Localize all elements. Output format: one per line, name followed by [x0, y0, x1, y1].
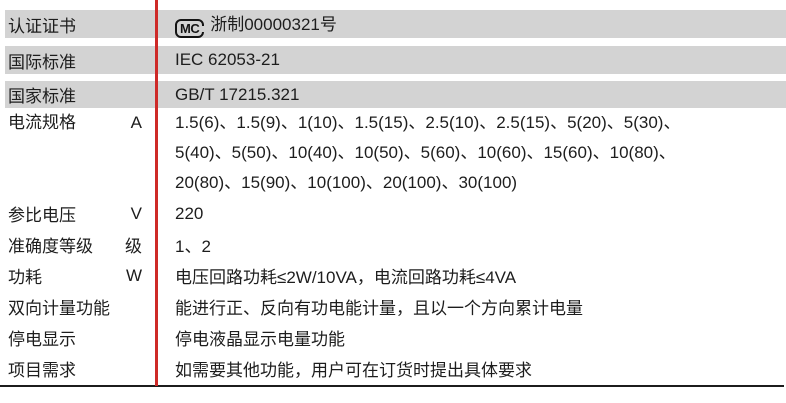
row-content: 220: [175, 203, 204, 223]
table-row: 项目需求 如需要其他功能，用户可在订货时提出具体要求: [0, 353, 786, 384]
table-row: 国家标准 GB/T 17215.321: [0, 81, 786, 108]
row-label: 项目需求: [8, 361, 76, 380]
column-divider-line: [155, 0, 158, 386]
table-rows: 认证证书 MC 浙制00000321号 国际标准 IEC 62053-21 国家标…: [0, 10, 786, 384]
current-spec-line: 1.5(6)、1.5(9)、1(10)、1.5(15)、2.5(10)、2.5(…: [175, 113, 681, 132]
row-content: 停电液晶显示电量功能: [175, 330, 345, 349]
row-content: 如需要其他功能，用户可在订货时提出具体要求: [175, 361, 532, 380]
row-content: 1.5(6)、1.5(9)、1(10)、1.5(15)、2.5(10)、2.5(…: [155, 108, 786, 198]
table-row: 停电显示 停电液晶显示电量功能: [0, 322, 786, 353]
table-row: 电流规格 A 1.5(6)、1.5(9)、1(10)、1.5(15)、2.5(1…: [0, 108, 786, 198]
table-row: 准确度等级 级 1、2: [0, 229, 786, 260]
table-row: 功耗 W 电压回路功耗≤2W/10VA，电流回路功耗≤4VA: [0, 260, 786, 291]
row-content: IEC 62053-21: [175, 50, 280, 69]
row-content: 1、2: [175, 237, 211, 256]
row-label: 双向计量功能: [8, 299, 110, 318]
row-label: 参比电压: [8, 206, 76, 225]
row-label: 电流规格: [8, 113, 76, 132]
row-label: 国际标准: [8, 52, 76, 72]
row-label: 停电显示: [8, 330, 76, 349]
row-unit: 级: [125, 237, 142, 256]
current-spec-line: 20(80)、15(90)、10(100)、20(100)、30(100): [175, 173, 518, 192]
mc-metrology-mark-icon: MC: [175, 19, 205, 38]
row-label: 功耗: [8, 268, 42, 287]
table-row: 参比电压 V 220: [0, 198, 786, 229]
row-unit: A: [130, 113, 142, 132]
row-unit: V: [130, 203, 142, 223]
row-label: 国家标准: [8, 87, 76, 106]
row-unit: W: [125, 265, 142, 285]
row-content: 电压回路功耗≤2W/10VA，电流回路功耗≤4VA: [175, 268, 517, 287]
table-row: 国际标准 IEC 62053-21: [0, 46, 786, 74]
current-spec-line: 5(40)、5(50)、10(40)、10(50)、5(60)、10(60)、1…: [175, 143, 676, 162]
row-content: GB/T 17215.321: [175, 84, 300, 104]
table-row: 双向计量功能 能进行正、反向有功电能计量，且以一个方向累计电量: [0, 291, 786, 322]
table-row: 认证证书 MC 浙制00000321号: [0, 10, 786, 38]
bottom-rule-line: [0, 385, 784, 387]
row-label: 准确度等级: [8, 237, 93, 256]
row-content: 能进行正、反向有功电能计量，且以一个方向累计电量: [175, 299, 583, 318]
row-content: MC 浙制00000321号: [155, 10, 786, 38]
row-label: 认证证书: [8, 16, 76, 36]
certificate-number: 浙制00000321号: [210, 15, 337, 34]
